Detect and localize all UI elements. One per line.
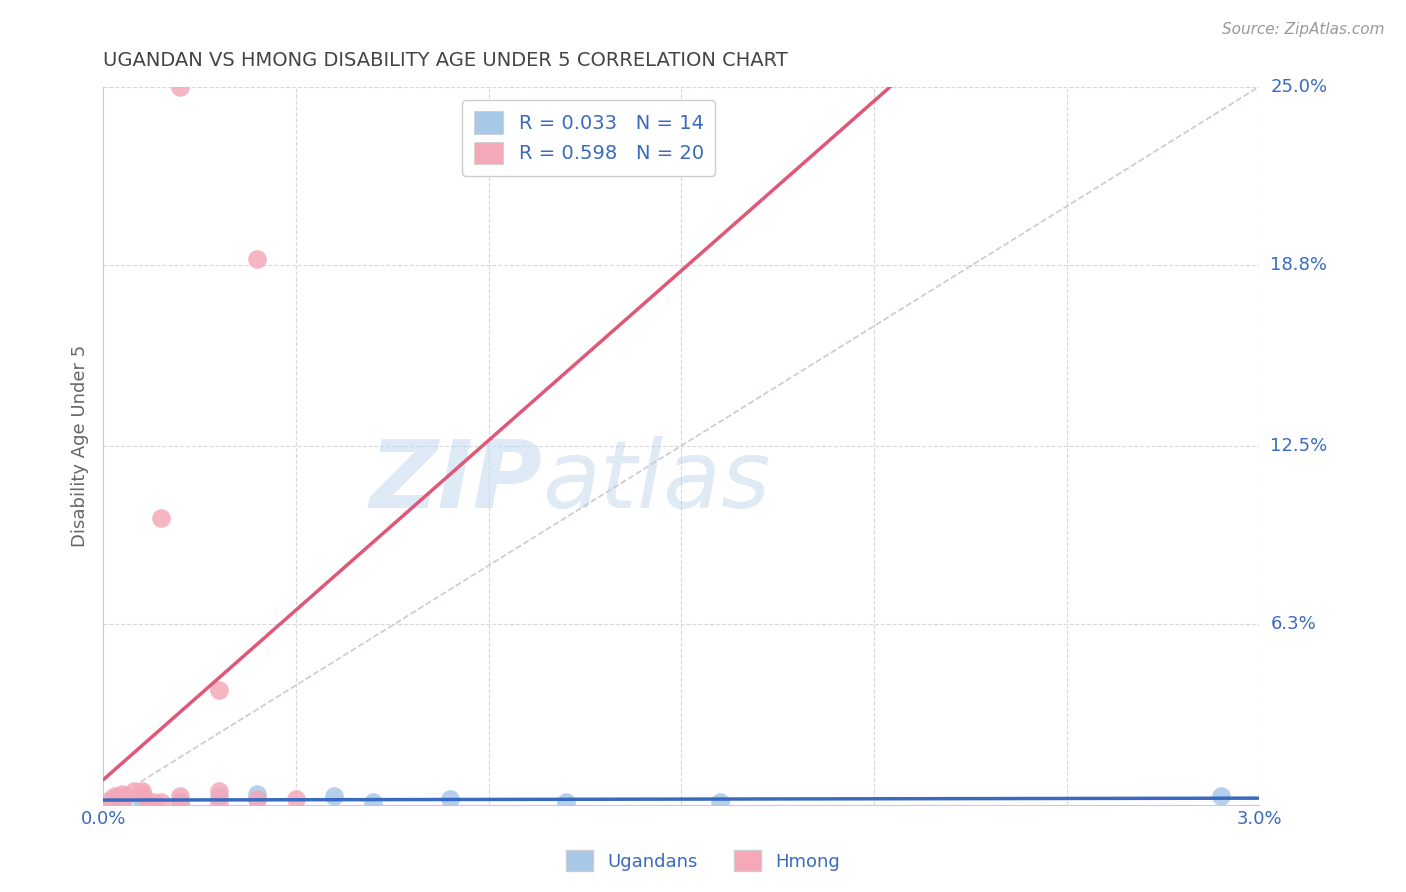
Point — [115, 789, 138, 804]
Point — [246, 787, 269, 801]
Point — [169, 789, 191, 804]
Point — [122, 783, 145, 797]
Text: atlas: atlas — [543, 436, 770, 527]
Point — [111, 787, 134, 801]
Text: 6.3%: 6.3% — [1271, 615, 1316, 633]
Point — [323, 789, 346, 804]
Text: 12.5%: 12.5% — [1271, 437, 1327, 455]
Point — [138, 795, 160, 809]
Point — [208, 783, 231, 797]
Point — [246, 252, 269, 266]
Legend: Ugandans, Hmong: Ugandans, Hmong — [558, 843, 848, 879]
Point — [169, 795, 191, 809]
Point — [131, 789, 153, 804]
Point — [142, 795, 165, 809]
Text: ZIP: ZIP — [370, 435, 543, 528]
Text: 18.8%: 18.8% — [1271, 256, 1327, 274]
Text: 25.0%: 25.0% — [1271, 78, 1327, 95]
Point — [208, 789, 231, 804]
Point — [149, 510, 172, 524]
Point — [100, 792, 122, 806]
Point — [554, 795, 576, 809]
Point — [149, 795, 172, 809]
Point — [246, 792, 269, 806]
Point — [246, 792, 269, 806]
Point — [104, 789, 127, 804]
Point — [1209, 789, 1232, 804]
Legend: R = 0.033   N = 14, R = 0.598   N = 20: R = 0.033 N = 14, R = 0.598 N = 20 — [463, 100, 716, 176]
Point — [131, 783, 153, 797]
Point — [169, 795, 191, 809]
Point — [709, 795, 731, 809]
Point — [284, 792, 307, 806]
Y-axis label: Disability Age Under 5: Disability Age Under 5 — [72, 344, 89, 547]
Point — [104, 795, 127, 809]
Point — [208, 683, 231, 698]
Point — [361, 795, 384, 809]
Point — [131, 795, 153, 809]
Point — [169, 79, 191, 94]
Point — [208, 795, 231, 809]
Point — [131, 787, 153, 801]
Text: Source: ZipAtlas.com: Source: ZipAtlas.com — [1222, 22, 1385, 37]
Text: UGANDAN VS HMONG DISABILITY AGE UNDER 5 CORRELATION CHART: UGANDAN VS HMONG DISABILITY AGE UNDER 5 … — [103, 51, 787, 70]
Point — [111, 797, 134, 811]
Point — [439, 792, 461, 806]
